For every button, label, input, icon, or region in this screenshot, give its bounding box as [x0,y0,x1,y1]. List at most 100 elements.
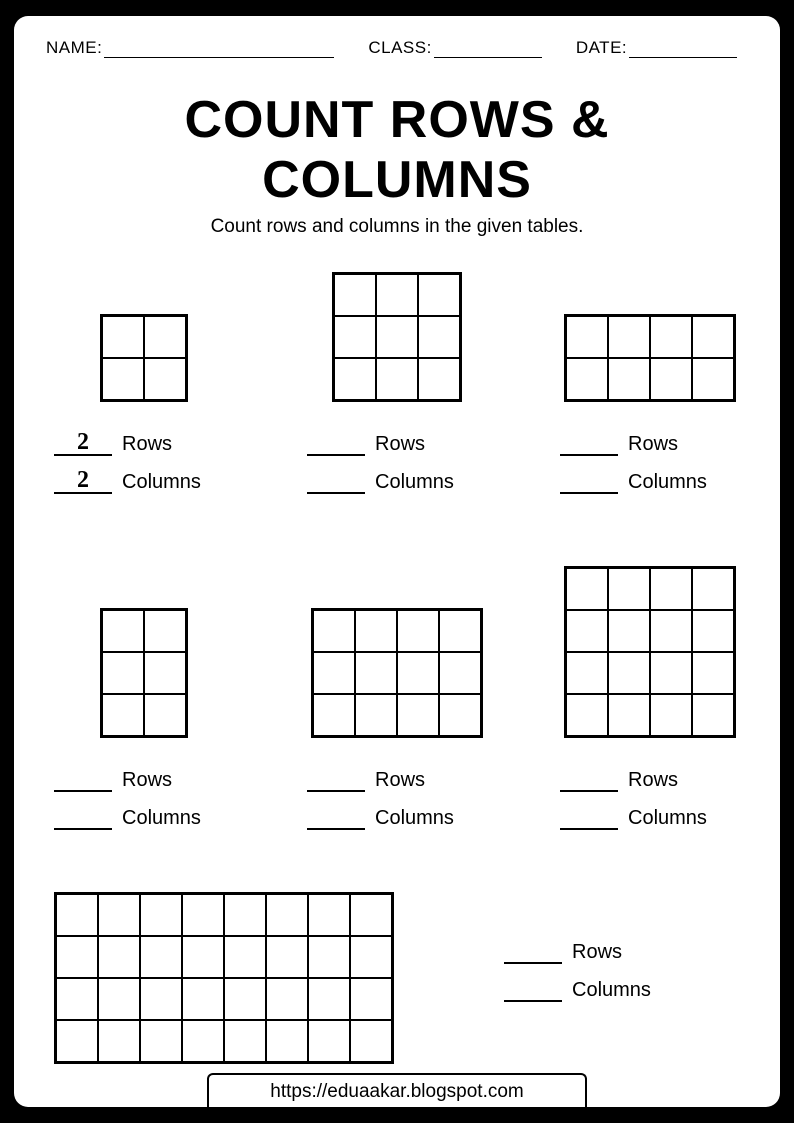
grid-cell [308,978,350,1020]
grid-cell [144,316,186,358]
grid-cell [418,358,460,400]
columns-blank[interactable] [560,470,618,494]
grid-cell [308,1020,350,1062]
rows-blank[interactable] [504,940,562,964]
grid-cell [355,610,397,652]
grid-cell [650,568,692,610]
grid-cell [350,1020,392,1062]
grid-cell [144,694,186,736]
rows-label: Rows [375,769,425,792]
grid-cell [224,894,266,936]
problem: RowsColumns [560,314,740,508]
rows-answer-line: Rows [307,768,487,792]
grid-cell [692,316,734,358]
grid-cell [140,894,182,936]
footer-url: https://eduaakar.blogspot.com [207,1073,587,1107]
columns-label: Columns [572,979,651,1002]
grid-cell [266,978,308,1020]
date-label: DATE: [576,38,627,58]
grid-cell [98,1020,140,1062]
columns-blank[interactable] [560,806,618,830]
grid-cell [350,978,392,1020]
grid-cell [98,978,140,1020]
grid [100,608,188,738]
grid-cell [140,1020,182,1062]
rows-blank[interactable] [307,432,365,456]
rows-blank[interactable] [307,768,365,792]
columns-label: Columns [375,471,454,494]
grid-cell [313,694,355,736]
rows-blank[interactable] [54,768,112,792]
grid-cell [650,652,692,694]
columns-blank[interactable] [54,806,112,830]
rows-label: Rows [628,769,678,792]
columns-blank[interactable] [307,806,365,830]
worksheet-page: NAME: CLASS: DATE: COUNT ROWS & COLUMNS … [14,16,780,1107]
grid-cell [56,936,98,978]
grid-cell [376,316,418,358]
rows-blank[interactable] [560,768,618,792]
rows-label: Rows [375,433,425,456]
grid-cell [182,1020,224,1062]
grid-cell [439,694,481,736]
problem: Rows Columns [307,272,487,508]
grid [54,892,394,1064]
rows-blank[interactable]: 2 [54,432,112,456]
date-blank[interactable] [629,40,737,58]
grid-cell [355,694,397,736]
class-blank[interactable] [434,40,542,58]
columns-label: Columns [628,807,707,830]
grid-cell [313,610,355,652]
grid-cell [224,936,266,978]
grid [100,314,188,402]
grid-cell [439,610,481,652]
grid-cell [397,652,439,694]
name-label: NAME: [46,38,102,58]
answer-block: RowsColumns [54,768,234,844]
grid-cell [608,652,650,694]
problem-row-1: 2 Rows 2 Columns Rows Columns Rows Columns [46,272,748,508]
class-field[interactable]: CLASS: [368,38,541,58]
name-blank[interactable] [104,40,334,58]
columns-label: Columns [122,471,201,494]
name-field[interactable]: NAME: [46,38,334,58]
grid-cell [144,358,186,400]
grid-cell [692,652,734,694]
problem-row-bottom: Rows Columns [46,892,748,1064]
grid-cell [313,652,355,694]
rows-answer-line: Rows [504,940,684,964]
grid-cell [376,358,418,400]
grid-cell [608,568,650,610]
columns-blank[interactable] [504,978,562,1002]
columns-answer-line: 2 Columns [54,470,234,494]
grid-cell [566,316,608,358]
grid-cell [650,694,692,736]
columns-blank[interactable] [307,470,365,494]
columns-blank[interactable]: 2 [54,470,112,494]
rows-answer-line: Rows [307,432,487,456]
problem-row-2: RowsColumnsRowsColumnsRowsColumns [46,566,748,844]
grid [332,272,462,402]
grid-cell [144,610,186,652]
grid [564,314,736,402]
grid-cell [566,652,608,694]
grid-cell [397,694,439,736]
rows-label: Rows [122,433,172,456]
worksheet-title: COUNT ROWS & COLUMNS [46,90,748,210]
grid-cell [334,274,376,316]
problem: RowsColumns [54,608,234,844]
grid-cell [692,358,734,400]
grid-cell [102,694,144,736]
grid-cell [608,694,650,736]
columns-answer-line: Columns [307,806,487,830]
rows-label: Rows [628,433,678,456]
worksheet-subtitle: Count rows and columns in the given tabl… [46,216,748,238]
grid-cell [308,894,350,936]
date-field[interactable]: DATE: [576,38,737,58]
grid-cell [182,978,224,1020]
rows-blank[interactable] [560,432,618,456]
rows-answer-line: Rows [560,768,740,792]
header-fields: NAME: CLASS: DATE: [46,38,748,58]
grid-cell [98,894,140,936]
grid-cell [376,274,418,316]
